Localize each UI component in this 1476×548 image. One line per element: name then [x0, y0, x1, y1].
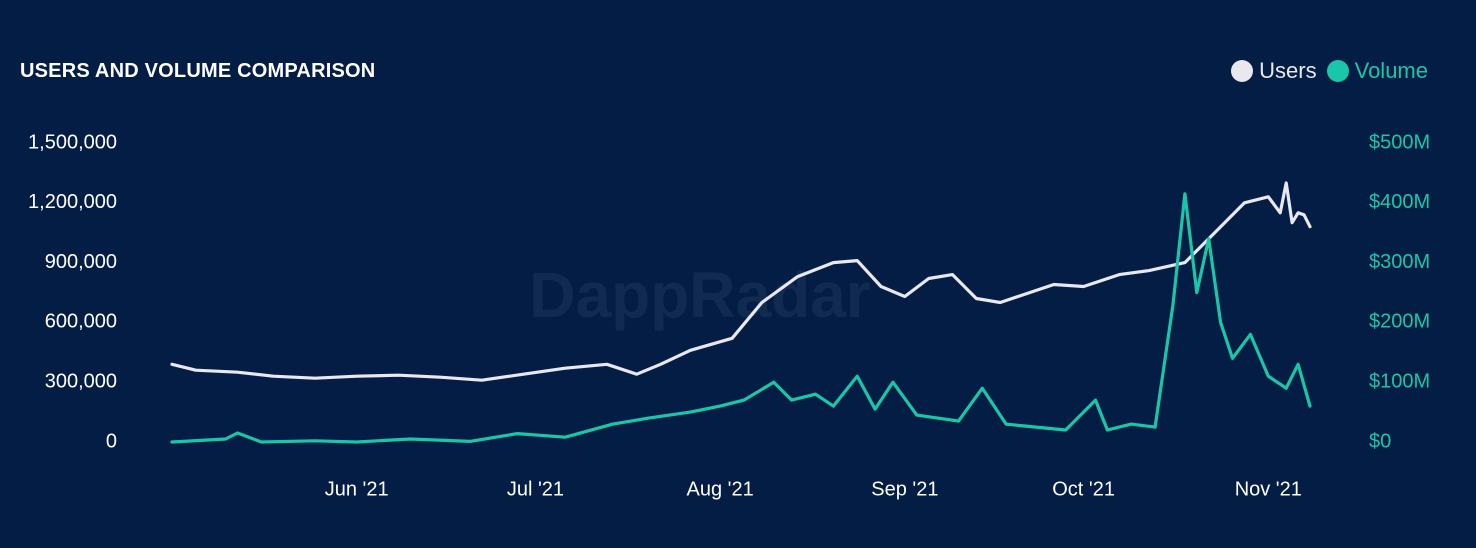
y-left-tick-label: 0 [106, 430, 117, 452]
volume-dot-icon [1326, 60, 1349, 82]
y-right-tick-label: $400M [1369, 191, 1430, 213]
y-right-tick-label: $200M [1369, 311, 1430, 333]
y-left-tick-label: 300,000 [45, 370, 117, 392]
y-right-tick-label: $300M [1369, 251, 1430, 273]
x-tick-label: Jun '21 [325, 478, 389, 500]
y-right-tick-label: $100M [1369, 370, 1430, 392]
x-tick-label: Aug '21 [687, 478, 754, 500]
users-dot-icon [1231, 60, 1254, 82]
x-tick-label: Jul '21 [507, 478, 564, 500]
y-left-tick-label: 1,200,000 [28, 191, 117, 213]
y-right-tick-label: $500M [1369, 131, 1430, 153]
legend-label-volume: Volume [1354, 58, 1428, 83]
series-line-users [170, 181, 1312, 382]
legend-label-users: Users [1259, 58, 1317, 83]
y-right-tick-label: $0 [1369, 430, 1391, 452]
legend-item-volume[interactable]: Volume [1326, 58, 1428, 84]
series-line-volume [170, 192, 1312, 444]
chart-title: USERS AND VOLUME COMPARISON [20, 60, 376, 82]
legend: Users Volume [1231, 58, 1428, 84]
y-left-tick-label: 900,000 [45, 251, 117, 273]
legend-item-users[interactable]: Users [1231, 58, 1317, 84]
y-left-tick-label: 1,500,000 [28, 131, 117, 153]
x-tick-label: Oct '21 [1052, 478, 1115, 500]
x-tick-label: Sep '21 [871, 478, 938, 500]
y-left-tick-label: 600,000 [45, 311, 117, 333]
x-tick-label: Nov '21 [1235, 478, 1302, 500]
